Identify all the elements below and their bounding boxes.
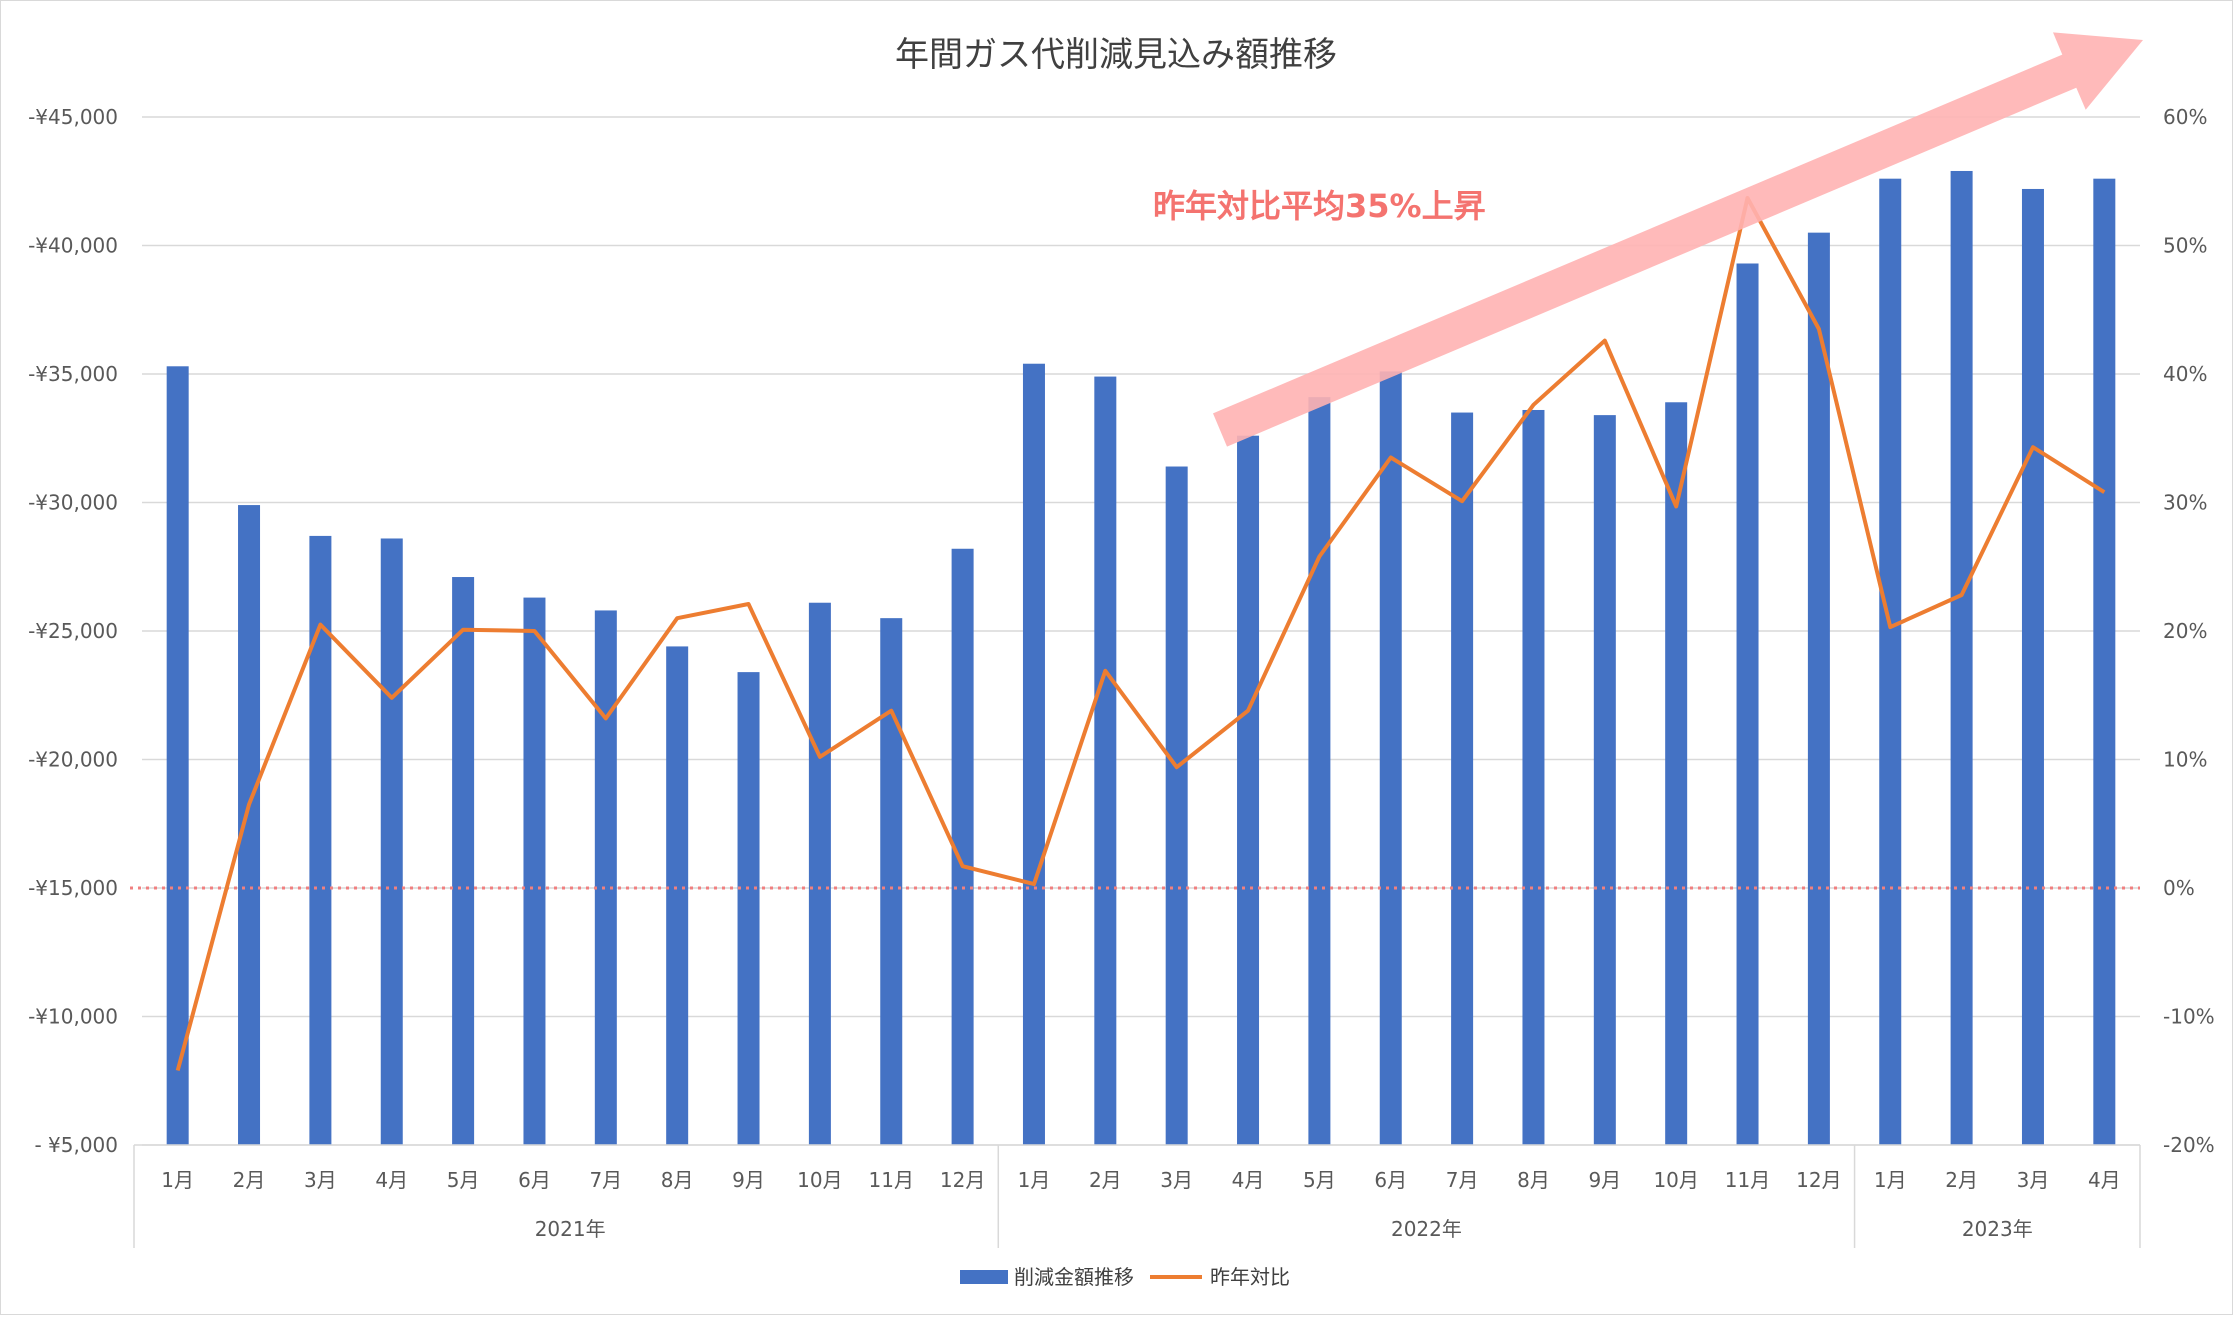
bar-10 <box>809 603 831 1145</box>
category-label: 9月 <box>1588 1168 1621 1192</box>
bar-19 <box>1451 413 1473 1145</box>
right-tick-label: 50% <box>2163 234 2207 258</box>
category-label: 1月 <box>1018 1168 1051 1192</box>
year-group-label: 2021年 <box>535 1217 606 1241</box>
category-label: 7月 <box>589 1168 622 1192</box>
left-tick-label: -¥20,000 <box>28 748 118 772</box>
bar-20 <box>1522 410 1544 1145</box>
bar-7 <box>595 610 617 1145</box>
category-label: 9月 <box>732 1168 765 1192</box>
left-tick-label: -¥45,000 <box>28 105 118 129</box>
year-group-label: 2022年 <box>1391 1217 1462 1241</box>
bar-2 <box>238 505 260 1145</box>
category-label: 1月 <box>1874 1168 1907 1192</box>
category-label: 3月 <box>2017 1168 2050 1192</box>
category-label: 6月 <box>1374 1168 1407 1192</box>
bar-16 <box>1237 436 1259 1145</box>
category-label: 12月 <box>1796 1168 1841 1192</box>
bar-28 <box>2093 179 2115 1145</box>
year-group-label: 2023年 <box>1962 1217 2033 1241</box>
bar-15 <box>1166 467 1188 1145</box>
category-label: 3月 <box>304 1168 337 1192</box>
bar-14 <box>1094 377 1116 1145</box>
bar-6 <box>523 598 545 1145</box>
bar-8 <box>666 646 688 1145</box>
category-label: 2月 <box>1089 1168 1122 1192</box>
category-label: 10月 <box>797 1168 842 1192</box>
bar-17 <box>1308 397 1330 1145</box>
bar-9 <box>738 672 760 1145</box>
bar-27 <box>2022 189 2044 1145</box>
bar-22 <box>1665 402 1687 1145</box>
category-label: 2月 <box>233 1168 266 1192</box>
bar-13 <box>1023 364 1045 1145</box>
category-label: 4月 <box>375 1168 408 1192</box>
right-tick-label: 0% <box>2163 876 2195 900</box>
category-label: 8月 <box>661 1168 694 1192</box>
left-tick-label: -¥35,000 <box>28 362 118 386</box>
category-label: 8月 <box>1517 1168 1550 1192</box>
bar-5 <box>452 577 474 1145</box>
category-label: 11月 <box>1725 1168 1770 1192</box>
left-tick-label: -¥15,000 <box>28 876 118 900</box>
bar-1 <box>167 366 189 1145</box>
left-tick-label: - ¥5,000 <box>34 1133 118 1157</box>
right-tick-label: -10% <box>2163 1005 2215 1029</box>
chart-title: 年間ガス代削減見込み額推移 <box>895 35 1337 75</box>
right-tick-label: 30% <box>2163 491 2207 515</box>
right-tick-label: -20% <box>2163 1133 2215 1157</box>
right-tick-label: 60% <box>2163 105 2207 129</box>
category-label: 2月 <box>1945 1168 1978 1192</box>
category-label: 5月 <box>1303 1168 1336 1192</box>
legend-label-bar: 削減金額推移 <box>1014 1265 1134 1289</box>
bar-4 <box>381 538 403 1145</box>
bar-25 <box>1879 179 1901 1145</box>
category-label: 5月 <box>447 1168 480 1192</box>
category-label: 10月 <box>1653 1168 1698 1192</box>
bar-11 <box>880 618 902 1145</box>
category-label: 4月 <box>1232 1168 1265 1192</box>
category-label: 6月 <box>518 1168 551 1192</box>
category-label: 4月 <box>2088 1168 2121 1192</box>
bar-18 <box>1380 371 1402 1145</box>
right-tick-label: 20% <box>2163 619 2207 643</box>
right-tick-label: 10% <box>2163 748 2207 772</box>
category-label: 1月 <box>161 1168 194 1192</box>
category-label: 12月 <box>940 1168 985 1192</box>
left-tick-label: -¥30,000 <box>28 491 118 515</box>
category-label: 7月 <box>1446 1168 1479 1192</box>
category-label: 11月 <box>869 1168 914 1192</box>
left-tick-label: -¥25,000 <box>28 619 118 643</box>
left-tick-label: -¥40,000 <box>28 234 118 258</box>
annotation-text: 昨年対比平均35%上昇 <box>1153 187 1486 225</box>
category-label: 3月 <box>1160 1168 1193 1192</box>
bar-23 <box>1737 263 1759 1145</box>
bar-21 <box>1594 415 1616 1145</box>
left-tick-label: -¥10,000 <box>28 1005 118 1029</box>
bar-26 <box>1951 171 1973 1145</box>
legend-label-line: 昨年対比 <box>1210 1265 1290 1289</box>
right-tick-label: 40% <box>2163 362 2207 386</box>
legend-swatch-bar <box>960 1270 1008 1284</box>
